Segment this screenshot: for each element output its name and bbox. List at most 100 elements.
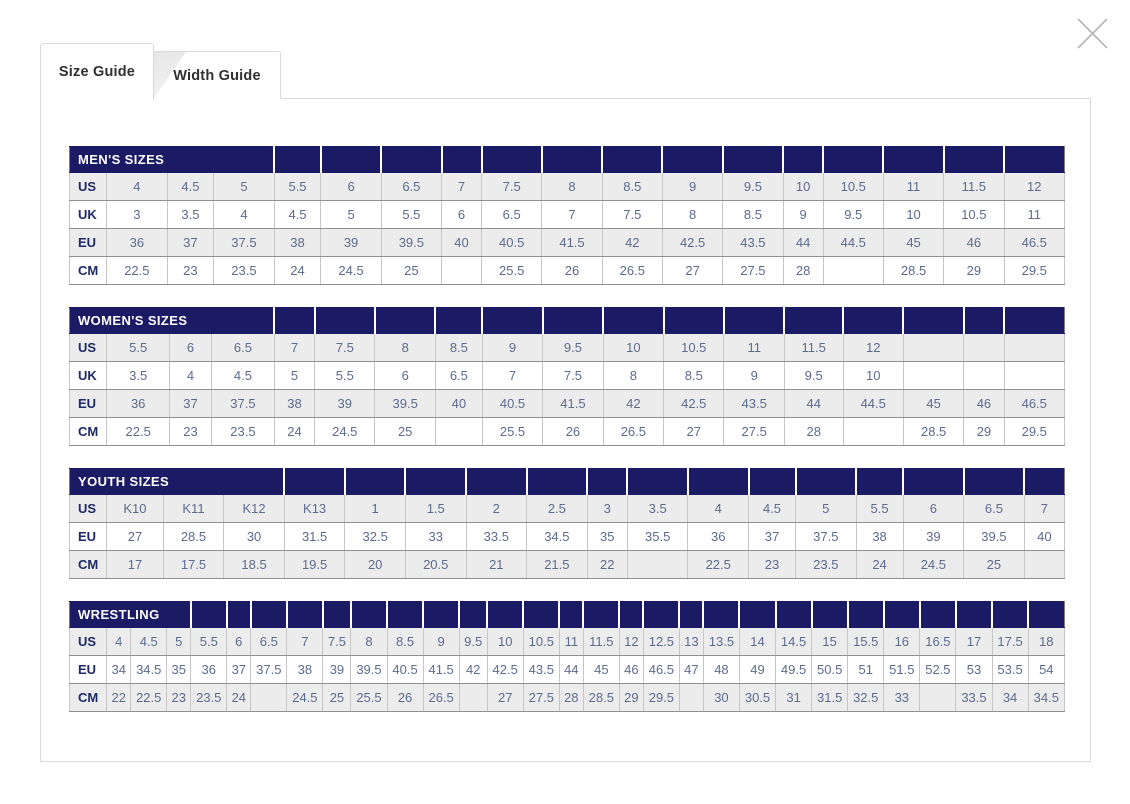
size-cell: 4 (106, 172, 168, 201)
header-cell (480, 146, 543, 173)
size-cell: 39.5 (380, 228, 443, 257)
header-cell (738, 601, 777, 628)
size-cell: 8.5 (722, 200, 784, 229)
size-cell: 24.5 (320, 256, 382, 285)
size-cell: 52.5 (919, 655, 957, 684)
size-cell: 39.5 (350, 655, 388, 684)
size-cell: 40.5 (386, 655, 424, 684)
size-cell (902, 361, 965, 390)
size-cell: 32.5 (847, 683, 885, 712)
header-cell (722, 307, 785, 334)
header-cell (386, 601, 424, 628)
size-cell: 39 (320, 228, 382, 257)
header-cell (794, 468, 857, 495)
size-cell: 46.5 (642, 655, 680, 684)
size-cell: 9.5 (458, 627, 488, 656)
size-cell: 8 (602, 361, 665, 390)
row-label: CM (68, 256, 108, 285)
close-button[interactable] (1074, 15, 1110, 51)
size-cell: 24.5 (314, 417, 376, 446)
size-cell: 7 (481, 361, 544, 390)
size-cell: 28 (783, 417, 844, 446)
size-cell: 7.5 (601, 200, 663, 229)
size-cell: 24 (273, 256, 322, 285)
size-cell: 5 (213, 172, 275, 201)
size-cell: 44.5 (822, 228, 884, 257)
size-cell (250, 683, 288, 712)
header-cell (525, 468, 588, 495)
size-cell: 21 (465, 550, 528, 579)
size-cell: 50.5 (811, 655, 849, 684)
size-cell: 6 (320, 172, 382, 201)
size-cell: 7 (541, 200, 603, 229)
size-cell: 34 (991, 683, 1029, 712)
size-cell: 26 (541, 256, 603, 285)
modal-body: MEN'S SIZES US 4 4.5 5 5.5 6 6.5 7 7.5 8 8.5 9 9.5 10 1… (40, 98, 1091, 762)
size-cell: 16.5 (919, 627, 957, 656)
size-cell: 27.5 (722, 256, 784, 285)
size-cell: 10.5 (522, 627, 560, 656)
size-cell (1023, 550, 1066, 579)
header-cell (962, 468, 1025, 495)
size-cell: 26.5 (422, 683, 460, 712)
size-cell: 23.5 (213, 256, 275, 285)
size-cell: 4.5 (210, 361, 275, 390)
size-cell: 8 (661, 200, 724, 229)
tab-width-guide[interactable]: Width Guide (153, 51, 281, 99)
size-cell: 35 (166, 655, 192, 684)
size-cell: 26 (542, 417, 604, 446)
header-cell (774, 601, 813, 628)
size-cell (458, 683, 488, 712)
size-cell: 6.5 (210, 333, 275, 362)
size-cell: 23 (166, 256, 215, 285)
size-cell: K13 (283, 494, 346, 523)
header-cell (626, 468, 689, 495)
size-table-youth-sizes: YOUTH SIZES US K10 K11 K12 K13 1 1.5 2 2.5 3 3.5 4 4.… (68, 468, 1066, 579)
size-cell: 5.5 (314, 361, 376, 390)
size-cell: 51.5 (883, 655, 921, 684)
size-cell: 26.5 (602, 417, 665, 446)
header-cell (440, 146, 483, 173)
size-cell: 18 (1027, 627, 1066, 656)
size-cell: 27 (106, 522, 164, 551)
row-label: US (68, 627, 108, 656)
size-cell: 41.5 (541, 228, 603, 257)
size-cell: 6 (226, 627, 252, 656)
size-cell: 39 (314, 389, 376, 418)
size-cell: 6 (169, 333, 212, 362)
size-cell: 20.5 (404, 550, 467, 579)
size-cell: 19.5 (283, 550, 346, 579)
header-cell (343, 468, 406, 495)
size-cell: 9.5 (722, 172, 784, 201)
size-cell: 23 (166, 683, 192, 712)
header-cell (882, 146, 945, 173)
size-cell: 6.5 (481, 200, 543, 229)
size-table-wrestling: WRESTLING US 4 4.5 5 5.5 6 6.5 7 7.5 8 8.5 9 9.5 10 10.… (68, 601, 1066, 712)
size-cell: 40 (434, 389, 483, 418)
size-cell: 35.5 (626, 522, 689, 551)
size-cell: 9 (782, 200, 824, 229)
size-cell: 24 (855, 550, 904, 579)
size-cell: 40 (1023, 522, 1066, 551)
header-cell (486, 601, 524, 628)
tab-size-guide[interactable]: Size Guide (40, 43, 154, 100)
size-cell: 42 (601, 228, 663, 257)
size-cell: 14 (738, 627, 777, 656)
header-cell (540, 146, 603, 173)
size-cell: 54 (1027, 655, 1066, 684)
size-cell: 25.5 (350, 683, 388, 712)
size-cell: 10.5 (663, 333, 725, 362)
close-icon (1076, 17, 1108, 49)
size-cell: 37 (748, 522, 796, 551)
size-cell: 9 (422, 627, 460, 656)
size-cell: 6 (902, 494, 965, 523)
size-cell: 4.5 (273, 200, 322, 229)
size-cell: 47 (678, 655, 704, 684)
size-cell: 45 (882, 228, 945, 257)
size-cell: 6 (440, 200, 483, 229)
row-label: US (68, 333, 108, 362)
size-cell: 44 (783, 389, 844, 418)
size-cell: 9.5 (542, 333, 604, 362)
size-cell: 46 (963, 389, 1005, 418)
row-label: EU (68, 522, 108, 551)
